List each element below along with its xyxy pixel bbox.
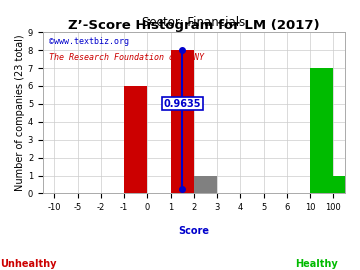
Text: Sector: Financials: Sector: Financials	[142, 16, 246, 29]
Bar	[124, 86, 148, 194]
Text: 0.9635: 0.9635	[163, 99, 201, 109]
Bar	[171, 50, 194, 194]
Y-axis label: Number of companies (23 total): Number of companies (23 total)	[15, 35, 25, 191]
Bar	[194, 176, 217, 194]
X-axis label: Score: Score	[179, 226, 210, 236]
Text: ©www.textbiz.org: ©www.textbiz.org	[49, 37, 129, 46]
Text: Unhealthy: Unhealthy	[1, 259, 57, 269]
Bar	[333, 176, 357, 194]
Title: Z’-Score Histogram for LM (2017): Z’-Score Histogram for LM (2017)	[68, 19, 320, 32]
Text: Healthy: Healthy	[296, 259, 338, 269]
Bar	[310, 68, 333, 194]
Text: The Research Foundation of SUNY: The Research Foundation of SUNY	[49, 53, 204, 62]
